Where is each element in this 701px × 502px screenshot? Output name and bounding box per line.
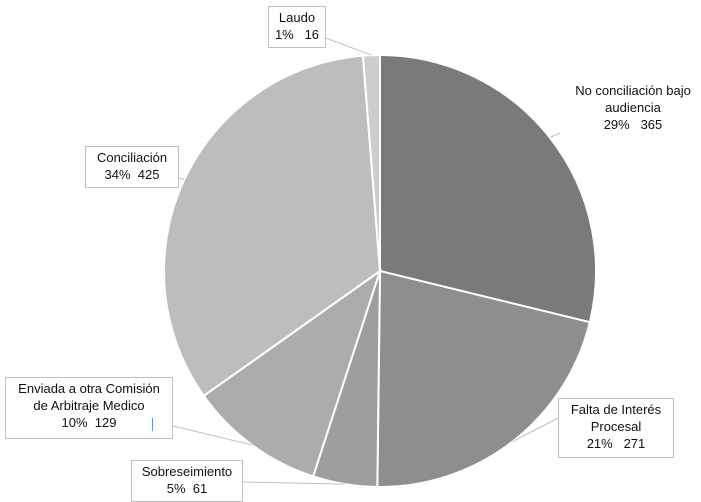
- text-cursor-mark: [152, 418, 153, 431]
- leader-line: [549, 132, 561, 139]
- slice-label: Conciliación: [96, 150, 168, 165]
- leader-lines: [172, 37, 561, 485]
- callout-conciliacion: Conciliación 34% 425: [85, 146, 179, 188]
- leader-line: [512, 417, 559, 443]
- callout-falta-interes: Falta de Interés Procesal 21% 271: [558, 398, 674, 458]
- leader-line: [178, 177, 185, 180]
- callout-enviada-otra-comision: Enviada a otra Comisión de Arbitraje Med…: [5, 377, 173, 439]
- slice-label: Sobreseimiento: [141, 464, 233, 479]
- pie-slices: [163, 53, 597, 488]
- callout-sobreseimiento: Sobreseimiento 5% 61: [131, 460, 243, 502]
- slice-label: Enviada a otra Comisión de Arbitraje Med…: [18, 381, 160, 413]
- slice-label: No conciliación bajo audiencia: [575, 83, 691, 115]
- callout-laudo: Laudo 1% 16: [268, 6, 326, 48]
- leader-line: [242, 481, 345, 485]
- slice-value-label: 5% 61: [166, 481, 208, 496]
- slice-value-label: 1% 16: [274, 27, 320, 42]
- leader-line: [325, 37, 372, 56]
- slice-value-label: 21% 271: [586, 436, 646, 451]
- slice-label: Falta de Interés Procesal: [570, 402, 662, 434]
- slice-label: Laudo: [278, 10, 316, 25]
- pie-slice: [202, 268, 382, 478]
- slice-value-label: 29% 365: [603, 117, 663, 132]
- callout-no-conciliacion: No conciliación bajo audiencia 29% 365: [560, 80, 701, 142]
- slice-value-label: 34% 425: [104, 167, 160, 182]
- slice-value-label: 10% 129: [61, 415, 117, 430]
- leader-line: [172, 425, 253, 446]
- pie-slice: [361, 53, 381, 272]
